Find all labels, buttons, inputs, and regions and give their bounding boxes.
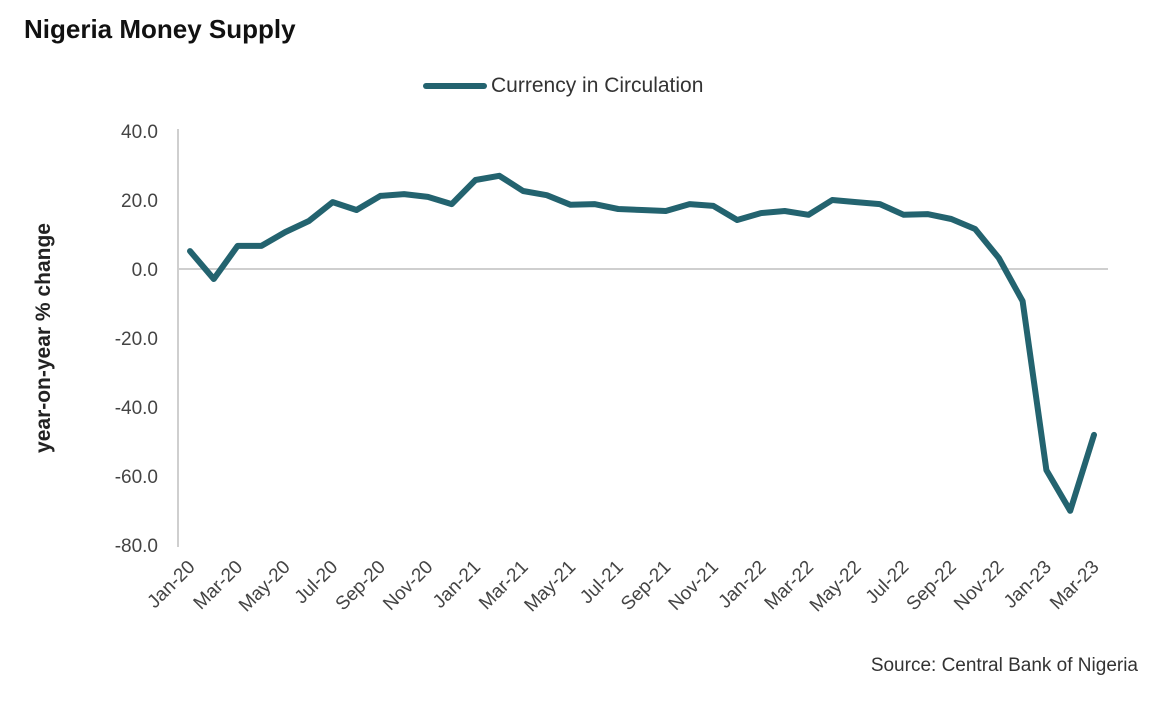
x-tick-label: Jan-20 <box>144 557 200 613</box>
x-tick-label: Jan-21 <box>429 557 485 613</box>
x-tick-label: Jan-22 <box>715 557 771 613</box>
x-tick-label: Jan-23 <box>1000 557 1056 613</box>
legend-swatch-currency-in-circulation <box>423 83 487 89</box>
y-tick-label: -60.0 <box>115 467 158 488</box>
x-tick-label: Nov-20 <box>379 557 437 615</box>
x-tick-label: Sep-21 <box>617 557 675 615</box>
source-note: Source: Central Bank of Nigeria <box>870 655 1138 676</box>
y-tick-label: -40.0 <box>115 398 158 419</box>
x-tick-label: May-20 <box>235 557 295 617</box>
y-tick-label: 0.0 <box>132 260 158 281</box>
x-tick-label: May-21 <box>521 557 581 617</box>
y-tick-label: 20.0 <box>121 191 158 212</box>
x-tick-label: Sep-20 <box>332 557 390 615</box>
x-tick-label: May-22 <box>806 557 866 617</box>
y-axis-label: year-on-year % change <box>32 223 55 453</box>
x-tick-label: Nov-22 <box>950 557 1008 615</box>
y-tick-label: 40.0 <box>121 122 158 143</box>
x-tick-label: Sep-22 <box>903 557 961 615</box>
series-line-currency-in-circulation <box>187 172 1097 514</box>
legend: Currency in Circulation <box>423 74 703 98</box>
chart-title: Nigeria Money Supply <box>24 14 296 44</box>
x-tick-label: Nov-21 <box>665 557 723 615</box>
y-tick-label: -20.0 <box>115 329 158 350</box>
legend-label: Currency in Circulation <box>491 74 704 97</box>
x-tick-label: Mar-23 <box>1046 557 1103 614</box>
y-tick-label: -80.0 <box>115 536 158 557</box>
